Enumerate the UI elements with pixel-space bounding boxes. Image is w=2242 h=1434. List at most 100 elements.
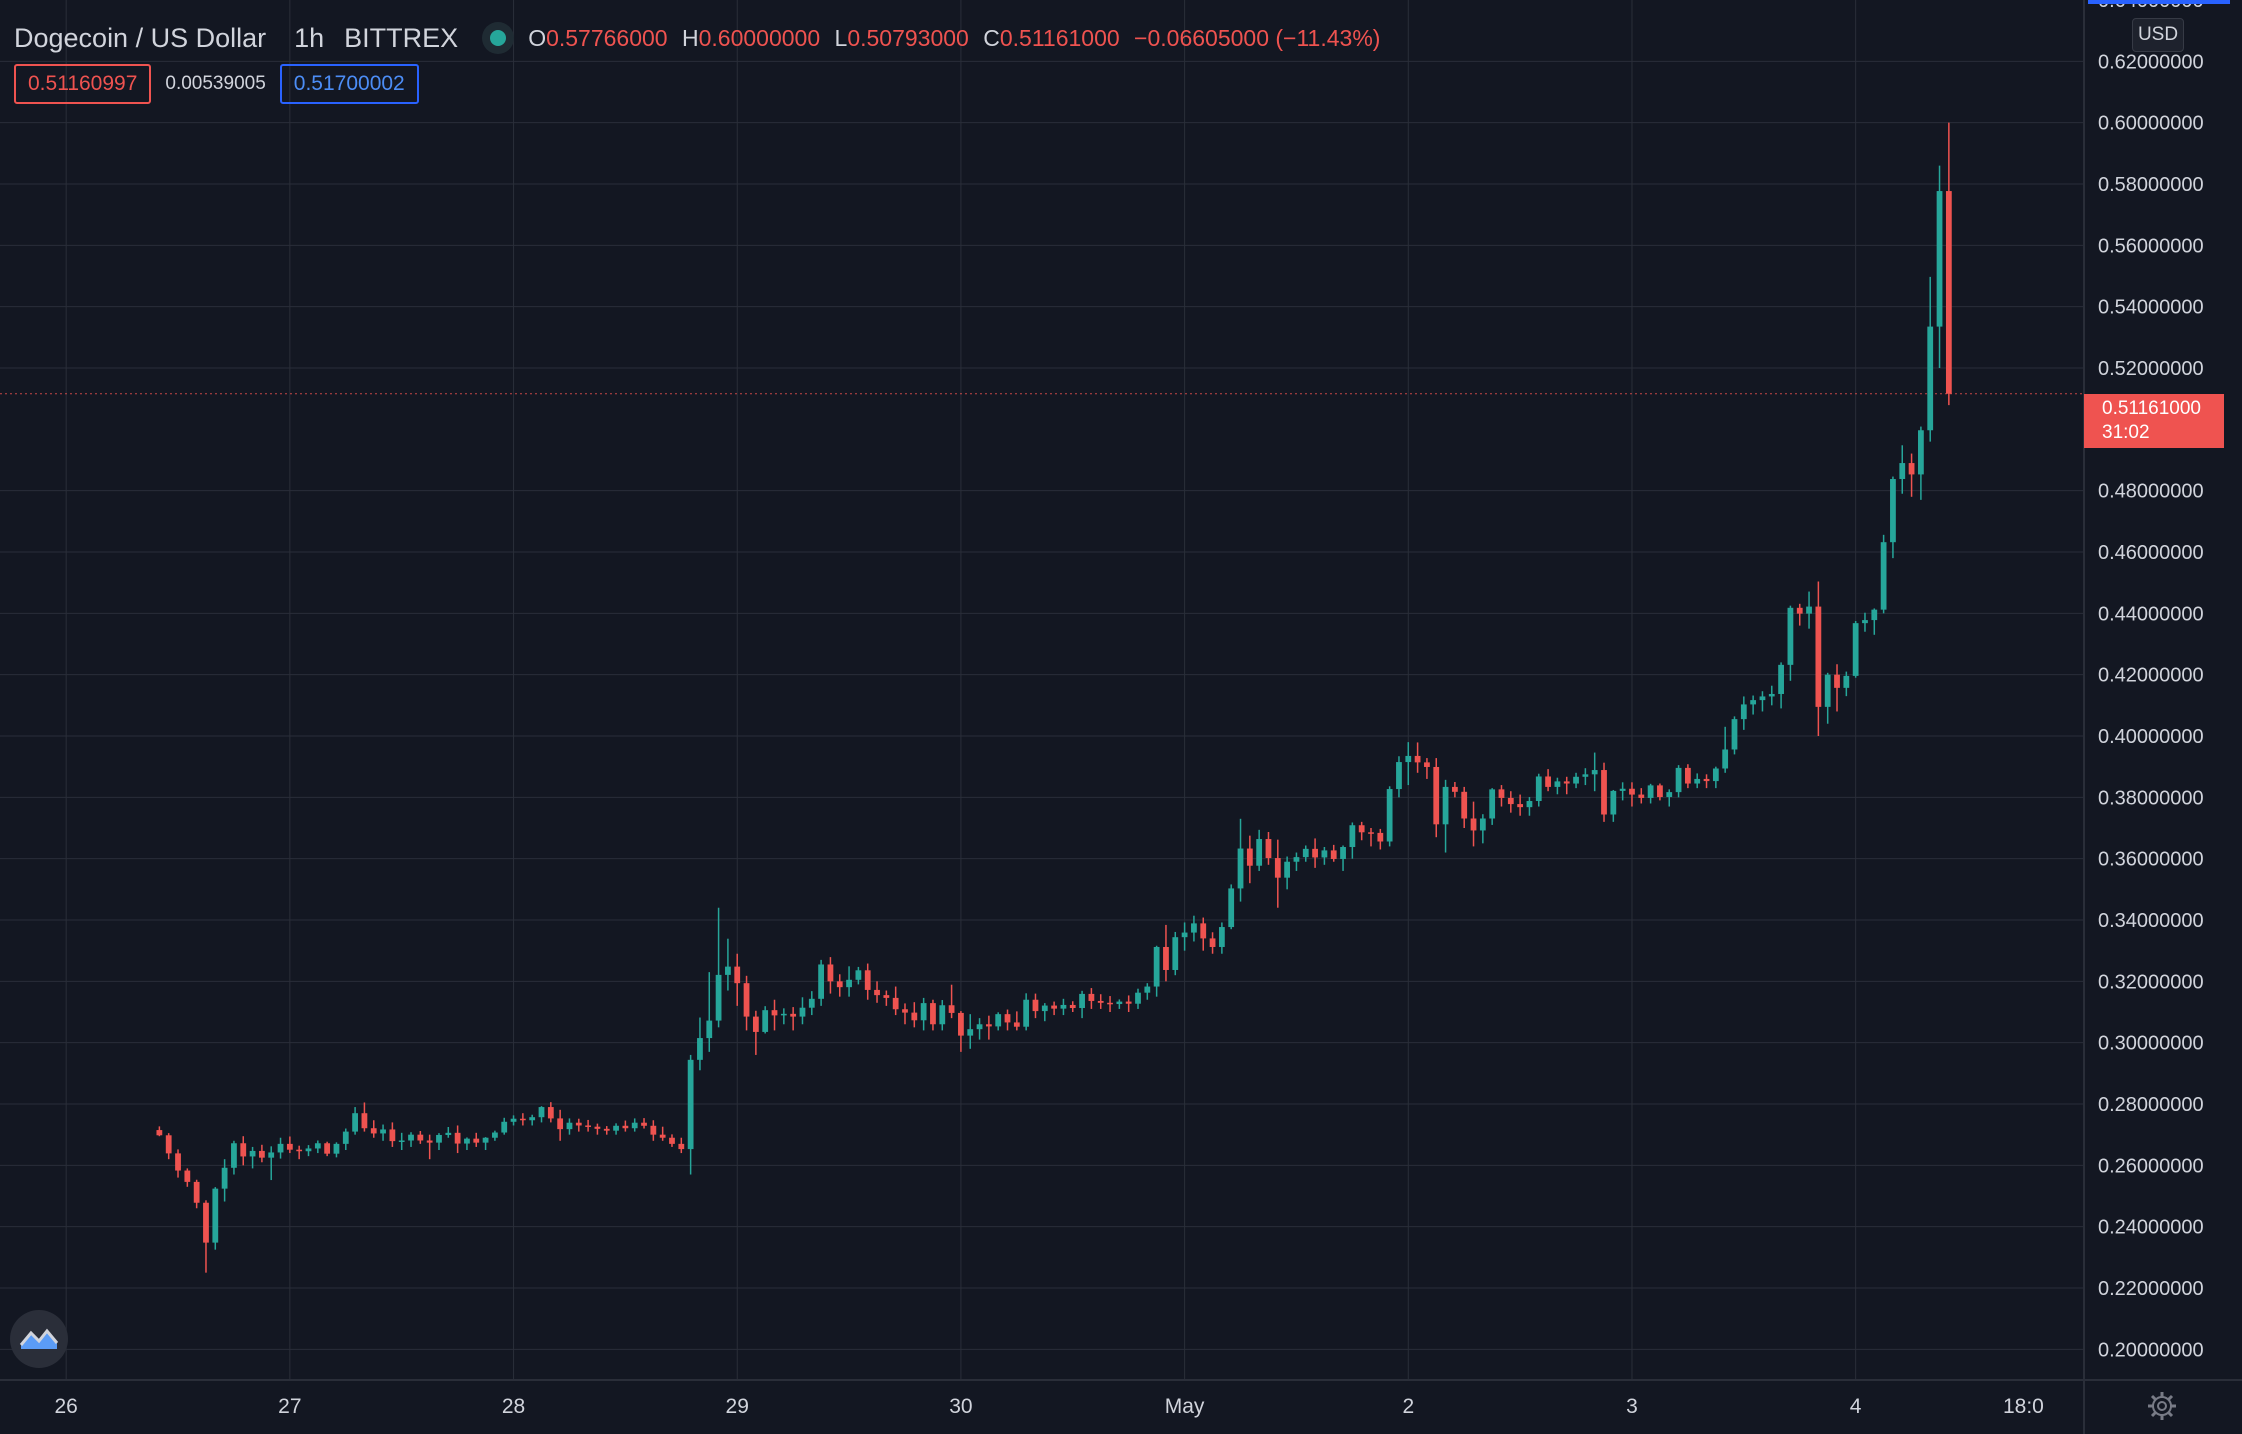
candle [725,938,731,991]
candle-body [240,1143,247,1157]
candle-body [1358,825,1365,833]
candle [1619,782,1626,801]
candle [1181,922,1188,951]
candle-body [1060,1004,1067,1009]
candle-body [1899,463,1906,480]
open-value: 0.57766000 [546,24,668,51]
candle [827,957,834,994]
candle [1079,990,1085,1019]
candle-body [1424,762,1430,767]
candle [1731,716,1738,755]
candle-body [1116,1001,1123,1005]
candle-body [1209,938,1216,947]
open-label: O [528,24,547,51]
candle-body [976,1024,983,1030]
y-tick-label: 0.42000000 [2098,665,2204,687]
low-label: L [834,24,848,51]
candle [1237,818,1244,902]
candle-body [1479,818,1486,831]
candle [1218,922,1225,954]
candle [342,1128,349,1150]
buy-sell-panel: 0.51160997 0.00539005 0.51700002 [14,64,419,104]
candle [1414,742,1421,773]
candle-body [1377,832,1384,842]
candle [1647,783,1654,804]
candle [585,1119,591,1132]
candle [1256,829,1263,871]
candle [1945,122,1952,406]
candle-body [1340,847,1346,859]
ohlc-values: O0.57766000 H0.60000000 L0.50793000 C0.5… [528,25,1380,52]
tradingview-logo-icon[interactable] [10,1310,68,1368]
sell-price-button[interactable]: 0.51160997 [14,64,152,104]
candle-body [818,964,825,999]
candle [324,1141,331,1157]
candle-body [380,1129,386,1134]
buy-price-button[interactable]: 0.51700002 [279,64,419,104]
candle-body [1088,993,1095,1001]
candle-body [1004,1014,1011,1023]
candle [277,1137,284,1159]
candle [1135,988,1141,1009]
candle-body [827,964,834,982]
candle [1694,773,1701,789]
candle-body [631,1122,638,1129]
candle-body [1386,789,1393,842]
candle [1750,695,1757,715]
candle [1629,782,1635,807]
y-tick-label: 0.54000000 [2098,297,2204,319]
candle [1246,835,1253,884]
candle [1657,783,1663,801]
candle [221,1159,228,1202]
candle-body [752,1016,759,1032]
candle-body [892,997,899,1010]
symbol-legend[interactable]: Dogecoin / US Dollar 1h BITTREX O0.5776600… [14,18,1380,58]
candle [697,1017,703,1071]
gear-icon[interactable] [2146,1390,2178,1422]
candle [1144,983,1151,1000]
candle [1470,801,1477,847]
x-tick-label: 29 [726,1395,749,1418]
candle-body [1815,606,1822,707]
candle-body [1498,789,1505,798]
candle-body [221,1167,228,1189]
candle [1088,988,1095,1009]
y-tick-label: 0.24000000 [2098,1217,2204,1239]
candle-body [836,981,843,988]
candle [762,1006,769,1034]
candle-body [1601,770,1607,815]
candle-body [1890,479,1896,543]
candle-body [361,1113,368,1129]
candle-body [1582,774,1589,777]
candle-body [864,970,871,990]
candle-body [1703,778,1710,782]
candle-body [790,1013,797,1017]
candle-body [911,1012,918,1021]
candle-body [184,1170,191,1182]
candle [613,1123,619,1135]
candle [1843,671,1850,697]
y-tick-label: 0.28000000 [2098,1094,2204,1116]
candle [1507,791,1514,813]
candle [529,1114,536,1126]
candle-body [1945,191,1952,394]
candle-body [1218,927,1225,947]
candle-body [1330,850,1337,859]
candle [1228,884,1235,930]
candle [1573,772,1579,789]
candle [1759,691,1766,712]
candle [1340,845,1346,871]
candle-body [529,1117,536,1121]
y-tick-label: 0.20000000 [2098,1339,2204,1361]
candle-body [1834,674,1840,688]
candle-body [995,1014,1002,1027]
currency-button[interactable]: USD [2132,18,2184,52]
symbol-title[interactable]: Dogecoin / US Dollar 1h BITTREX [14,23,458,54]
candle [780,1008,787,1025]
candle [268,1146,275,1181]
candle-body [1731,719,1738,750]
candle [361,1102,368,1132]
candle-body [706,1020,713,1039]
candle [1610,789,1617,822]
